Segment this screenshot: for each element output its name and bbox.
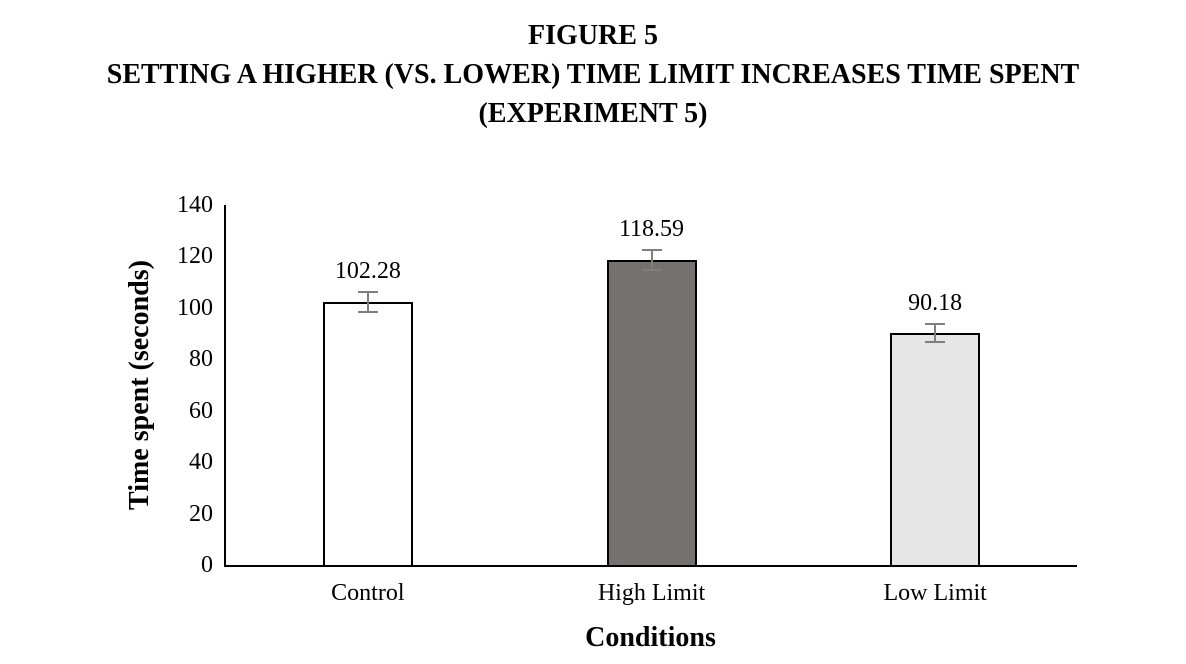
bar-value-label: 118.59: [618, 215, 685, 242]
error-bar-cap: [641, 248, 662, 251]
y-tick-label: 40: [189, 449, 213, 476]
bar-low-limit: [890, 333, 981, 565]
figure-title-block: FIGURE 5 SETTING A HIGHER (VS. LOWER) TI…: [0, 16, 1186, 133]
x-axis-title: Conditions: [585, 622, 716, 653]
error-bar-high-limit: [641, 248, 662, 272]
bar-high-limit: [606, 260, 697, 565]
x-category-label: Control: [331, 580, 405, 606]
x-category-label: High Limit: [597, 580, 706, 606]
figure-number: FIGURE 5: [528, 20, 658, 51]
bar-value-label: 102.28: [334, 257, 401, 284]
error-bar-cap: [925, 341, 946, 344]
figure-title-text: SETTING A HIGHER (VS. LOWER) TIME LIMIT …: [106, 59, 1080, 90]
y-tick-label: 20: [189, 500, 213, 527]
figure-subtitle: (EXPERIMENT 5): [478, 98, 708, 129]
error-bar-cap: [357, 290, 378, 293]
error-bar-cap: [925, 322, 946, 325]
y-tick-label: 80: [189, 346, 213, 373]
error-bar-line: [934, 322, 937, 344]
error-bar-line: [366, 290, 369, 314]
error-bar-cap: [641, 269, 662, 272]
y-tick-label: 140: [177, 192, 213, 218]
y-tick-label: 0: [201, 552, 213, 578]
error-bar-control: [357, 290, 378, 314]
plot-area: 0 20 40 60 80 100 120 140 102.28 Control 118.59 Hig…: [177, 193, 1077, 606]
error-bar-cap: [357, 311, 378, 314]
y-tick-label: 120: [177, 243, 213, 270]
error-bar-low-limit: [925, 322, 946, 344]
bar-value-label: 90.18: [908, 289, 963, 316]
y-tick-label: 100: [177, 294, 213, 321]
x-category-label: Low Limit: [883, 580, 987, 606]
error-bar-line: [650, 248, 653, 272]
y-tick-label: 60: [189, 397, 213, 424]
y-axis-title: Time spent (seconds): [124, 260, 155, 510]
bar-control: [322, 302, 413, 565]
